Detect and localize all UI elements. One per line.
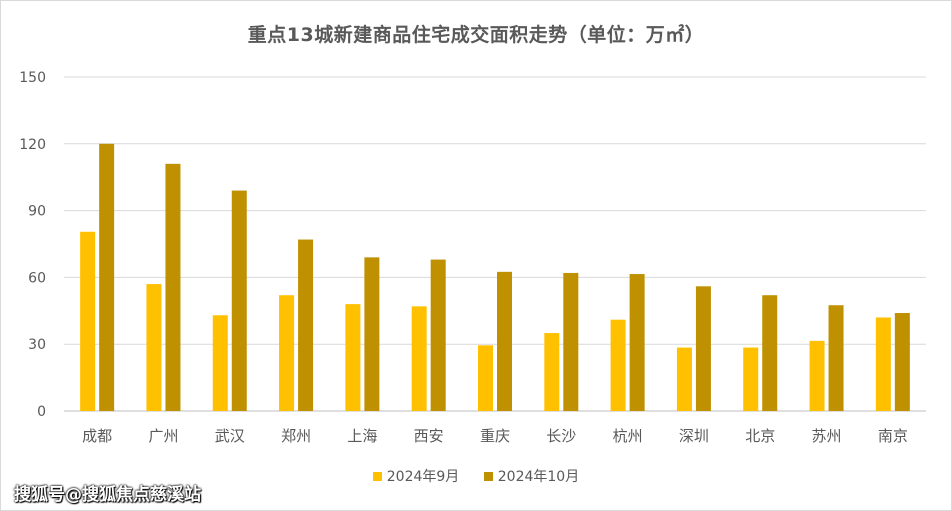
legend-label: 2024年9月	[386, 469, 460, 485]
watermark: 搜狐号@搜狐焦点慈溪站	[14, 485, 201, 505]
legend-item-series-2[interactable]: 2024年10月	[483, 466, 580, 486]
bar-series-2[interactable]	[430, 259, 446, 411]
y-tick-label: 60	[28, 270, 46, 286]
legend-label: 2024年10月	[497, 469, 580, 485]
bar-series-2[interactable]	[762, 295, 778, 411]
bar-series-2[interactable]	[563, 272, 579, 411]
bar-series-1[interactable]	[809, 340, 825, 411]
x-category-label: 南京	[878, 427, 908, 445]
x-category-label: 郑州	[281, 427, 311, 445]
bar-series-2[interactable]	[497, 271, 512, 411]
bar-series-1[interactable]	[411, 306, 427, 411]
y-tick-label: 120	[19, 137, 46, 153]
legend-swatch	[483, 471, 493, 481]
y-tick-label: 30	[28, 337, 46, 353]
bar-series-1[interactable]	[345, 304, 361, 411]
x-category-label: 长沙	[546, 427, 576, 445]
bar-series-1[interactable]	[146, 284, 162, 411]
legend-swatch	[372, 471, 382, 481]
x-category-label: 武汉	[215, 427, 245, 445]
bar-series-2[interactable]	[629, 274, 645, 411]
bar-series-1[interactable]	[80, 231, 96, 411]
y-tick-label: 0	[37, 404, 46, 420]
bar-series-2[interactable]	[231, 190, 247, 411]
x-category-label: 杭州	[613, 427, 643, 445]
x-category-label: 深圳	[679, 427, 709, 445]
y-axis-ticks: 0 30 60 90 120 150	[19, 70, 46, 420]
y-tick-label: 150	[19, 70, 46, 86]
x-axis-categories: 成都 广州 武汉 郑州 上海 西安 重庆 长沙 杭州 深圳 北京 苏州 南京	[82, 427, 908, 445]
bar-series-2[interactable]	[364, 257, 380, 411]
bar-series-2[interactable]	[298, 239, 314, 411]
bar-series-2[interactable]	[828, 305, 844, 411]
bar-series-1[interactable]	[676, 347, 692, 411]
x-category-label: 重庆	[480, 427, 510, 445]
x-category-label: 北京	[745, 427, 775, 445]
bar-series-2[interactable]	[165, 163, 181, 411]
chart-title: 重点13城新建商品住宅成交面积走势（单位：万㎡）	[247, 24, 705, 46]
x-category-label: 西安	[414, 427, 444, 445]
bar-series-1[interactable]	[478, 345, 493, 411]
x-category-label: 广州	[148, 427, 178, 445]
x-category-label: 苏州	[812, 427, 842, 445]
gridlines	[64, 76, 926, 412]
bars	[80, 143, 910, 412]
bar-series-2[interactable]	[695, 286, 711, 411]
bar-series-1[interactable]	[743, 347, 759, 411]
bar-series-2[interactable]	[99, 143, 115, 412]
x-category-label: 上海	[347, 427, 377, 445]
legend-item-series-1[interactable]: 2024年9月	[372, 466, 460, 486]
y-tick-label: 90	[28, 204, 46, 220]
x-category-label: 成都	[82, 427, 112, 445]
bar-series-2[interactable]	[894, 313, 910, 411]
bar-series-1[interactable]	[212, 315, 228, 411]
bar-series-1[interactable]	[544, 333, 560, 411]
bar-series-1[interactable]	[875, 317, 891, 411]
bar-series-1[interactable]	[610, 319, 626, 411]
bar-series-1[interactable]	[279, 295, 295, 411]
legend: 2024年9月 2024年10月	[0, 466, 952, 486]
